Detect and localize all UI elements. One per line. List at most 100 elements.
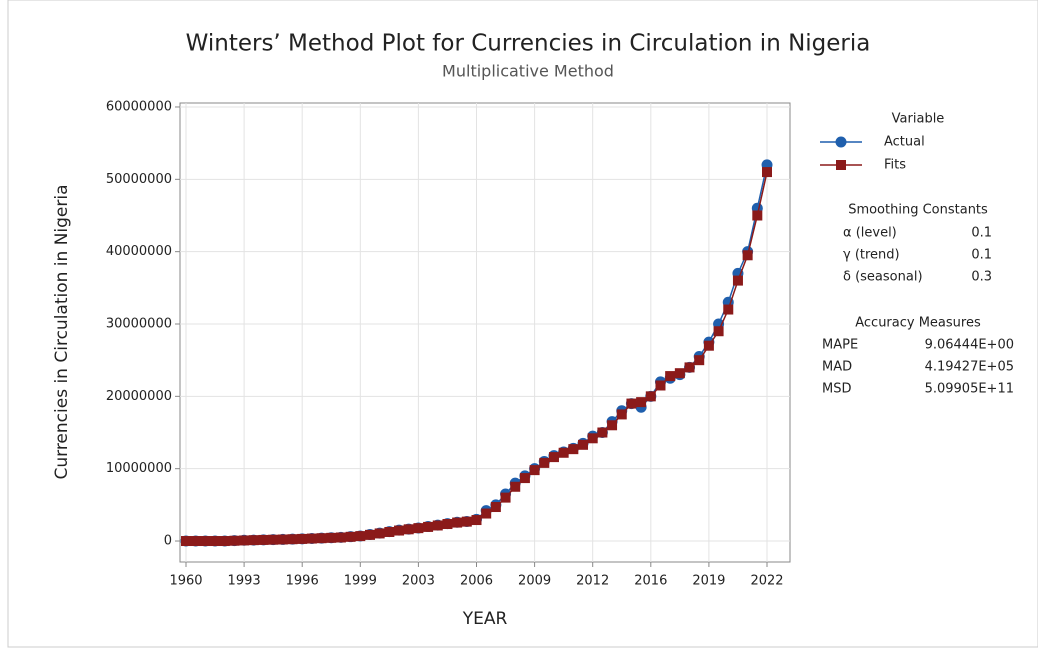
data-point: [587, 433, 598, 444]
x-tick-label: 2003: [402, 574, 435, 589]
data-point: [548, 452, 559, 463]
y-tick-label: 30000000: [106, 317, 172, 332]
smoothing-name: δ (seasonal): [843, 270, 923, 285]
chart-title: Winters’ Method Plot for Currencies in C…: [186, 31, 871, 57]
x-tick-label: 1960: [169, 574, 202, 589]
data-point: [287, 534, 298, 545]
data-point: [306, 533, 317, 544]
data-point: [732, 275, 743, 286]
x-tick-label: 1999: [344, 574, 377, 589]
data-point: [694, 355, 705, 366]
data-point: [413, 523, 424, 534]
accuracy-value: 9.06444E+00: [925, 338, 1014, 353]
smoothing-value: 0.1: [971, 226, 992, 241]
smoothing-title: Smoothing Constants: [848, 203, 988, 218]
data-point: [742, 250, 753, 261]
data-point: [762, 167, 772, 178]
data-point: [665, 371, 676, 382]
data-point: [364, 529, 375, 540]
accuracy-name: MSD: [822, 382, 851, 397]
data-point: [529, 465, 540, 476]
legend-label: Actual: [884, 135, 925, 150]
data-point: [471, 515, 482, 526]
data-point: [297, 533, 308, 544]
accuracy-name: MAD: [822, 360, 852, 375]
legend-marker: [836, 160, 846, 170]
data-point: [355, 531, 366, 542]
data-point: [316, 533, 327, 544]
y-tick-label: 0: [164, 534, 172, 549]
data-point: [645, 391, 656, 402]
data-point: [752, 210, 763, 221]
data-point: [519, 473, 530, 484]
accuracy-value: 5.09905E+11: [925, 382, 1014, 397]
frame: [7, 0, 1038, 648]
data-point: [258, 534, 269, 545]
x-tick-label: 2019: [692, 574, 725, 589]
data-point: [423, 521, 434, 532]
chart-subtitle: Multiplicative Method: [442, 62, 614, 81]
y-tick-label: 10000000: [106, 461, 172, 476]
x-tick-label: 2012: [576, 574, 609, 589]
data-point: [277, 534, 288, 545]
y-tick-label: 40000000: [106, 244, 172, 259]
data-point: [200, 536, 211, 547]
data-point: [539, 457, 550, 468]
accuracy-value: 4.19427E+05: [925, 360, 1014, 375]
data-point: [636, 397, 647, 408]
data-point: [394, 525, 405, 536]
data-point: [723, 304, 734, 315]
data-point: [597, 427, 608, 438]
data-point: [181, 536, 191, 547]
data-point: [481, 508, 492, 519]
legend-marker: [835, 136, 847, 148]
data-point: [607, 420, 618, 431]
data-point: [384, 526, 395, 537]
smoothing-name: γ (trend): [843, 248, 900, 263]
legend-title: Variable: [892, 112, 945, 127]
data-point: [578, 439, 589, 450]
x-tick-label: 1996: [286, 574, 319, 589]
y-tick-label: 20000000: [106, 389, 172, 404]
smoothing-value: 0.1: [971, 248, 992, 263]
data-point: [190, 536, 201, 547]
data-point: [510, 481, 521, 492]
data-point: [713, 326, 724, 337]
data-point: [219, 536, 230, 547]
x-axis-label: YEAR: [462, 609, 508, 629]
data-point: [626, 398, 637, 409]
x-tick-label: 2006: [460, 574, 493, 589]
y-tick-label: 60000000: [106, 99, 172, 114]
x-tick-label: 1993: [228, 574, 261, 589]
accuracy-title: Accuracy Measures: [855, 316, 981, 331]
x-tick-label: 2016: [634, 574, 667, 589]
data-point: [335, 532, 346, 543]
data-point: [403, 524, 414, 535]
data-point: [568, 444, 579, 455]
data-point: [229, 535, 240, 546]
data-point: [674, 368, 685, 379]
data-point: [432, 520, 443, 531]
data-point: [442, 519, 453, 530]
data-point: [345, 531, 356, 542]
data-point: [268, 534, 279, 545]
data-point: [703, 340, 714, 351]
smoothing-name: α (level): [843, 226, 897, 241]
data-point: [326, 532, 337, 543]
data-point: [248, 535, 259, 546]
data-point: [684, 362, 695, 373]
legend-label: Fits: [884, 158, 906, 173]
x-tick-label: 2022: [750, 574, 783, 589]
y-axis-label: Currencies in Circulation in Nigeria: [52, 184, 72, 479]
data-point: [452, 517, 463, 528]
data-point: [239, 535, 250, 546]
data-point: [616, 409, 627, 420]
data-point: [500, 492, 511, 503]
data-point: [374, 528, 385, 539]
data-point: [461, 516, 472, 527]
accuracy-name: MAPE: [822, 338, 858, 353]
y-tick-label: 50000000: [106, 172, 172, 187]
x-tick-label: 2009: [518, 574, 551, 589]
data-point: [210, 536, 221, 547]
